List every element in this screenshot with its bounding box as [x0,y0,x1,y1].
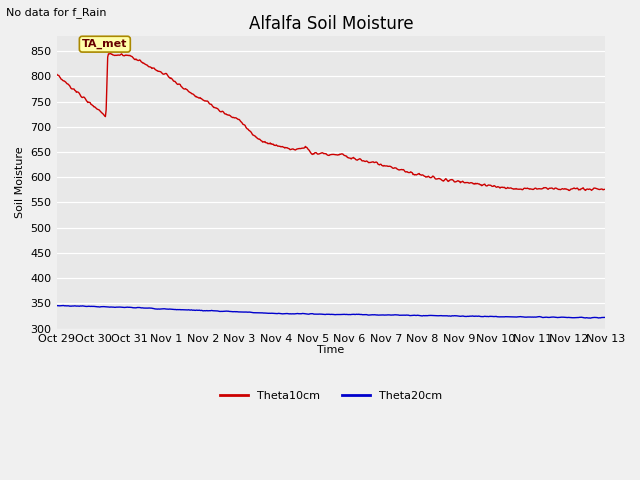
X-axis label: Time: Time [317,345,344,355]
Text: No data for f_Rain: No data for f_Rain [6,7,107,18]
Text: TA_met: TA_met [82,39,127,49]
Y-axis label: Soil Moisture: Soil Moisture [15,146,25,218]
Title: Alfalfa Soil Moisture: Alfalfa Soil Moisture [249,15,413,33]
Legend: Theta10cm, Theta20cm: Theta10cm, Theta20cm [216,386,446,405]
